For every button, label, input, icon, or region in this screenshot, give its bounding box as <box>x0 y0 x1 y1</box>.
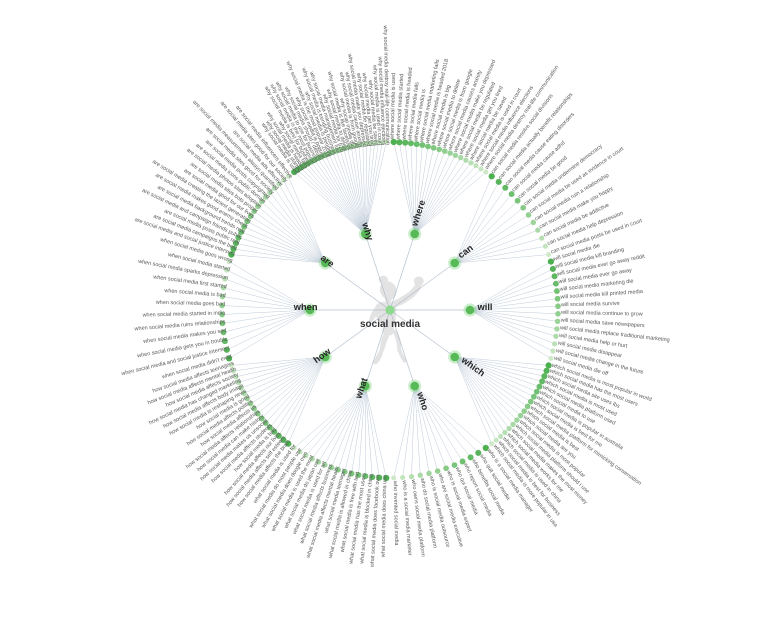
svg-text:will: will <box>477 302 493 312</box>
svg-text:when: when <box>293 302 318 312</box>
svg-text:social media: social media <box>360 319 420 330</box>
